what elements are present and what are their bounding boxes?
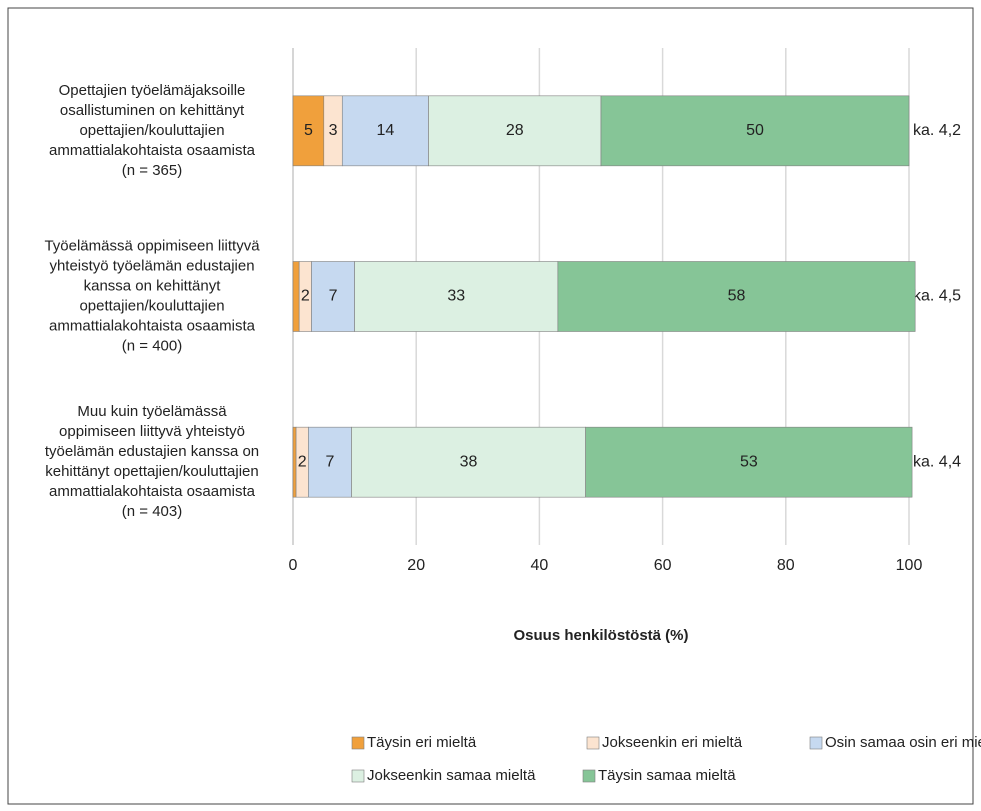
x-tick-label: 40 bbox=[531, 557, 549, 574]
annotation: ka. 4,4 bbox=[913, 453, 961, 470]
category-label: oppimiseen liittyvä yhteistyö bbox=[59, 423, 245, 440]
data-label: 2 bbox=[298, 453, 307, 470]
x-tick-label: 20 bbox=[407, 557, 425, 574]
category-label: (n = 403) bbox=[122, 503, 182, 520]
bar-segment bbox=[341, 95, 429, 167]
bar-segment bbox=[351, 426, 586, 498]
data-label: 50 bbox=[746, 122, 764, 139]
data-label: 28 bbox=[506, 122, 524, 139]
legend-swatch bbox=[351, 769, 365, 783]
category-label: opettajien/kouluttajien bbox=[79, 122, 224, 139]
annotation: ka. 4,2 bbox=[913, 122, 961, 139]
x-tick-label: 60 bbox=[654, 557, 672, 574]
data-label: 53 bbox=[740, 453, 758, 470]
legend-label: Jokseenkin samaa mieltä bbox=[367, 767, 536, 784]
legend-label: Täysin eri mieltä bbox=[367, 734, 477, 751]
bar-segment bbox=[292, 95, 325, 167]
legend-swatch bbox=[586, 736, 600, 750]
category-label: ammattialakohtaista osaamista bbox=[49, 142, 256, 159]
x-tick-label: 80 bbox=[777, 557, 795, 574]
data-label: 2 bbox=[301, 288, 310, 305]
legend-label: Täysin samaa mieltä bbox=[598, 767, 736, 784]
category-label: työelämän edustajien kanssa on bbox=[45, 443, 259, 460]
data-label: 3 bbox=[329, 122, 338, 139]
bar-segment bbox=[600, 95, 910, 167]
data-label: 38 bbox=[460, 453, 478, 470]
bar-segment bbox=[292, 426, 297, 498]
bar-segment bbox=[292, 261, 300, 332]
legend-swatch bbox=[351, 736, 365, 750]
legend-swatch bbox=[809, 736, 823, 750]
bar-segment bbox=[557, 261, 916, 332]
legend-label: Jokseenkin eri mieltä bbox=[602, 734, 743, 751]
bar-segment bbox=[428, 95, 602, 167]
category-label: Työelämässä oppimiseen liittyvä bbox=[44, 237, 260, 254]
category-label: kehittänyt opettajien/kouluttajien bbox=[45, 463, 258, 480]
bar-segment bbox=[585, 426, 913, 498]
category-label: (n = 365) bbox=[122, 162, 182, 179]
category-label: (n = 400) bbox=[122, 337, 182, 354]
x-tick-label: 100 bbox=[896, 557, 923, 574]
bar-segment bbox=[311, 261, 355, 332]
x-tick-label: 0 bbox=[289, 557, 298, 574]
legend-swatch bbox=[582, 769, 596, 783]
category-label: ammattialakohtaista osaamista bbox=[49, 317, 256, 334]
category-label: Muu kuin työelämässä bbox=[77, 403, 227, 420]
category-label: Opettajien työelämäjaksoille bbox=[59, 82, 246, 99]
annotation: ka. 4,5 bbox=[913, 288, 961, 305]
data-label: 33 bbox=[447, 288, 465, 305]
data-label: 14 bbox=[377, 122, 395, 139]
category-label: kanssa on kehittänyt bbox=[84, 277, 222, 294]
category-label: osallistuminen on kehittänyt bbox=[60, 102, 245, 119]
bar-segment bbox=[308, 426, 352, 498]
data-label: 7 bbox=[326, 453, 335, 470]
category-label: yhteistyö työelämän edustajien bbox=[49, 257, 254, 274]
legend-label: Osin samaa osin eri mieltä bbox=[825, 734, 981, 751]
x-axis-title: Osuus henkilöstöstä (%) bbox=[513, 627, 688, 644]
data-label: 7 bbox=[329, 288, 338, 305]
data-label: 58 bbox=[728, 288, 746, 305]
category-label: ammattialakohtaista osaamista bbox=[49, 483, 256, 500]
category-label: opettajien/kouluttajien bbox=[79, 297, 224, 314]
bar-segment bbox=[354, 261, 559, 332]
data-label: 5 bbox=[304, 122, 313, 139]
